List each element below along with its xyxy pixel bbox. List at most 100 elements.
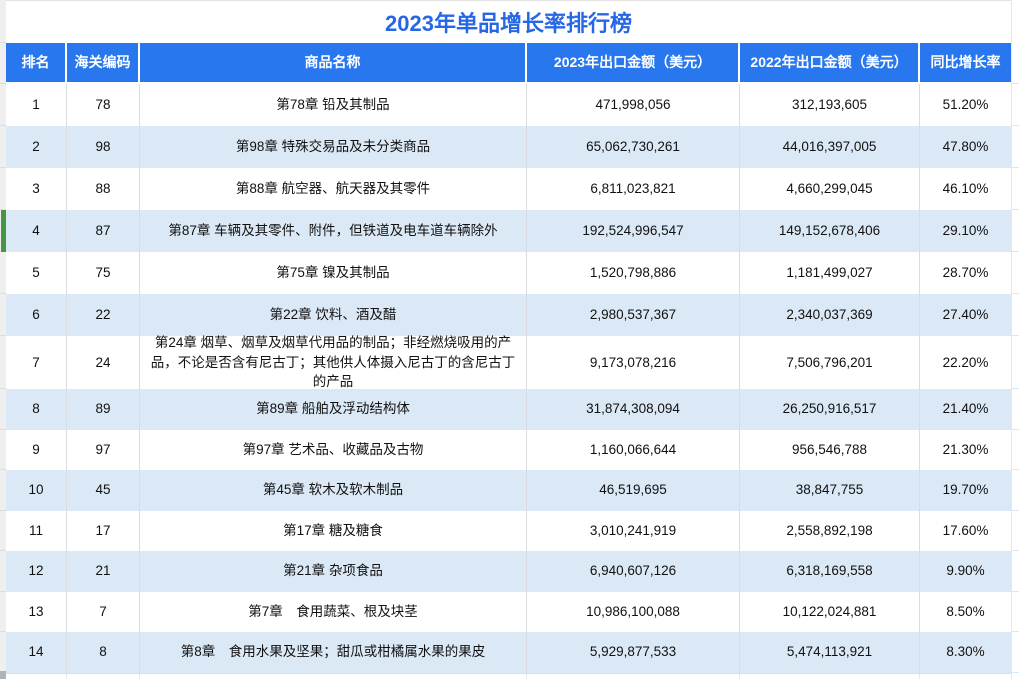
- cell-export-2022[interactable]: 38,847,755: [740, 470, 920, 511]
- cell-export-2022[interactable]: 4,660,299,045: [740, 168, 920, 210]
- cell-product-name[interactable]: 第87章 车辆及其零件、附件，但铁道及电车道车辆除外: [140, 210, 527, 252]
- cell-export-2023[interactable]: 1,160,066,644: [527, 429, 740, 470]
- table-row: 2 98 第98章 特殊交易品及未分类商品 65,062,730,261 44,…: [6, 126, 1011, 168]
- cell-product-name[interactable]: 第24章 烟草、烟草及烟草代用品的制品；非经燃烧吸用的产品，不论是否含有尼古丁；…: [140, 335, 527, 389]
- cell-growth-rate[interactable]: 29.10%: [942, 223, 989, 239]
- cell-customs-code[interactable]: 75: [67, 252, 140, 294]
- cell-growth-rate[interactable]: 27.40%: [942, 307, 989, 323]
- cell-export-2022[interactable]: 149,152,678,406: [740, 210, 920, 252]
- table-row: 10 45 第45章 软木及软木制品 46,519,695 38,847,755…: [6, 470, 1011, 511]
- column-header-rank[interactable]: 排名: [6, 43, 67, 82]
- cell-rank[interactable]: 13: [6, 591, 67, 632]
- cell-export-2022[interactable]: 26,250,916,517: [740, 389, 920, 430]
- cell-growth-rate[interactable]: 17.60%: [942, 522, 989, 538]
- cell-customs-code[interactable]: 24: [67, 336, 140, 389]
- table-row: 3 88 第88章 航空器、航天器及其零件 6,811,023,821 4,66…: [6, 168, 1011, 210]
- cell-export-2023[interactable]: 2,980,537,367: [527, 294, 740, 336]
- ranking-table: 2023年单品增长率排行榜 排名 海关编码 商品名称 2023年出口金额（美元）…: [6, 0, 1011, 679]
- cell-rank[interactable]: 5: [6, 252, 67, 294]
- cell-export-2023[interactable]: 471,998,056: [527, 84, 740, 126]
- cell-customs-code[interactable]: 87: [67, 210, 140, 252]
- cell-growth-rate[interactable]: 22.20%: [942, 354, 989, 370]
- cell-product-name[interactable]: 第45章 软木及软木制品: [140, 470, 527, 511]
- cell-export-2023[interactable]: 6,811,023,821: [527, 168, 740, 210]
- cell-growth-rate[interactable]: 8.50%: [946, 603, 985, 619]
- cell-export-2023[interactable]: 46,519,695: [527, 470, 740, 511]
- cell-product-name[interactable]: 第7章 食用蔬菜、根及块茎: [140, 591, 527, 632]
- cell-export-2023[interactable]: 192,524,996,547: [527, 210, 740, 252]
- cell-export-2023[interactable]: 9,173,078,216: [527, 336, 740, 389]
- cell-customs-code[interactable]: 22: [67, 294, 140, 336]
- cell-customs-code[interactable]: 78: [67, 84, 140, 126]
- cell-export-2023[interactable]: 31,874,308,094: [527, 389, 740, 430]
- partial-next-row: [6, 672, 1011, 679]
- cell-product-name[interactable]: 第8章 食用水果及坚果；甜瓜或柑橘属水果的果皮: [140, 632, 527, 673]
- cell-growth-rate[interactable]: 19.70%: [942, 482, 989, 498]
- cell-export-2023[interactable]: 1,520,798,886: [527, 252, 740, 294]
- cell-export-2022[interactable]: 5,474,113,921: [740, 632, 920, 673]
- cell-rank[interactable]: 11: [6, 510, 67, 551]
- cell-customs-code[interactable]: 21: [67, 551, 140, 592]
- cell-rank[interactable]: 4: [6, 210, 67, 252]
- cell-customs-code[interactable]: 8: [67, 632, 140, 673]
- cell-export-2022[interactable]: 6,318,169,558: [740, 551, 920, 592]
- cell-rank[interactable]: 9: [6, 429, 67, 470]
- cell-product-name[interactable]: 第97章 艺术品、收藏品及古物: [140, 429, 527, 470]
- cell-product-name[interactable]: 第89章 船舶及浮动结构体: [140, 389, 527, 430]
- cell-product-name[interactable]: 第17章 糖及糖食: [140, 510, 527, 551]
- table-row: 14 8 第8章 食用水果及坚果；甜瓜或柑橘属水果的果皮 5,929,877,5…: [6, 632, 1011, 673]
- cell-growth-rate[interactable]: 9.90%: [946, 563, 985, 579]
- cell-customs-code[interactable]: 17: [67, 510, 140, 551]
- column-header-growth-rate[interactable]: 同比增长率: [920, 43, 1011, 82]
- cell-growth-rate[interactable]: 47.80%: [942, 139, 989, 155]
- cell-rank[interactable]: 3: [6, 168, 67, 210]
- cell-rank[interactable]: 14: [6, 632, 67, 673]
- cell-product-name[interactable]: 第75章 镍及其制品: [140, 252, 527, 294]
- cell-export-2022[interactable]: 312,193,605: [740, 84, 920, 126]
- cell-growth-rate[interactable]: 51.20%: [942, 97, 989, 113]
- cell-growth-rate[interactable]: 21.30%: [942, 441, 989, 457]
- cell-product-name[interactable]: 第78章 铅及其制品: [140, 84, 527, 126]
- spreadsheet-left-gutter: [0, 0, 6, 679]
- cell-customs-code[interactable]: 88: [67, 168, 140, 210]
- cell-export-2022[interactable]: 44,016,397,005: [740, 126, 920, 168]
- column-header-customs-code[interactable]: 海关编码: [67, 43, 140, 82]
- cell-customs-code[interactable]: 97: [67, 429, 140, 470]
- cell-export-2023[interactable]: 65,062,730,261: [527, 126, 740, 168]
- cell-export-2022[interactable]: 1,181,499,027: [740, 252, 920, 294]
- cell-rank[interactable]: 1: [6, 84, 67, 126]
- column-header-export-2022[interactable]: 2022年出口金额（美元）: [740, 43, 920, 82]
- cell-customs-code[interactable]: 7: [67, 591, 140, 632]
- cell-export-2022[interactable]: 2,558,892,198: [740, 510, 920, 551]
- cell-customs-code[interactable]: 89: [67, 389, 140, 430]
- cell-export-2022[interactable]: 10,122,024,881: [740, 591, 920, 632]
- cell-product-name[interactable]: 第22章 饮料、酒及醋: [140, 294, 527, 336]
- column-header-export-2023[interactable]: 2023年出口金额（美元）: [527, 43, 740, 82]
- cell-export-2023[interactable]: 3,010,241,919: [527, 510, 740, 551]
- cell-product-name[interactable]: 第98章 特殊交易品及未分类商品: [140, 126, 527, 168]
- cell-export-2022[interactable]: 2,340,037,369: [740, 294, 920, 336]
- cell-export-2022[interactable]: 956,546,788: [740, 429, 920, 470]
- cell-rank[interactable]: 7: [6, 336, 67, 389]
- cell-rank[interactable]: 10: [6, 470, 67, 511]
- cell-growth-rate[interactable]: 46.10%: [942, 181, 989, 197]
- cell-growth-rate[interactable]: 28.70%: [942, 265, 989, 281]
- cell-growth-rate[interactable]: 8.30%: [946, 644, 985, 660]
- cell-rank[interactable]: 8: [6, 389, 67, 430]
- gutter-bottom-shade: [0, 671, 6, 679]
- cell-customs-code[interactable]: 98: [67, 126, 140, 168]
- cell-export-2022[interactable]: 7,506,796,201: [740, 336, 920, 389]
- cell-rank[interactable]: 2: [6, 126, 67, 168]
- table-row: 1 78 第78章 铅及其制品 471,998,056 312,193,605 …: [6, 84, 1011, 126]
- cell-customs-code[interactable]: 45: [67, 470, 140, 511]
- table-row: 7 24 第24章 烟草、烟草及烟草代用品的制品；非经燃烧吸用的产品，不论是否含…: [6, 335, 1011, 389]
- cell-product-name[interactable]: 第21章 杂项食品: [140, 551, 527, 592]
- cell-rank[interactable]: 12: [6, 551, 67, 592]
- cell-export-2023[interactable]: 10,986,100,088: [527, 591, 740, 632]
- cell-export-2023[interactable]: 5,929,877,533: [527, 632, 740, 673]
- column-header-product-name[interactable]: 商品名称: [140, 43, 527, 82]
- cell-product-name[interactable]: 第88章 航空器、航天器及其零件: [140, 168, 527, 210]
- cell-rank[interactable]: 6: [6, 294, 67, 336]
- cell-export-2023[interactable]: 6,940,607,126: [527, 551, 740, 592]
- cell-growth-rate[interactable]: 21.40%: [942, 401, 989, 417]
